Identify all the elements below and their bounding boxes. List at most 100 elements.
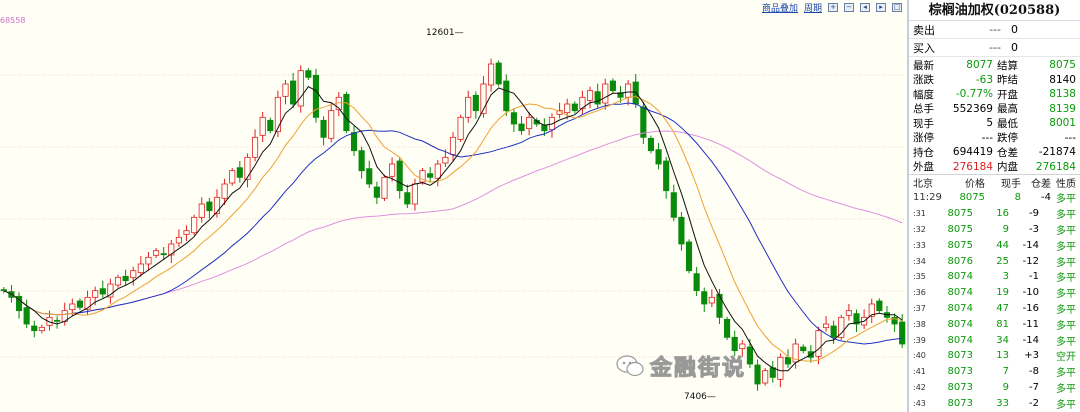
tick-row[interactable]: :42 8073 9 -7 多平 bbox=[909, 380, 1080, 396]
candle bbox=[526, 112, 533, 136]
candle bbox=[137, 256, 144, 277]
tick-volume: 3 bbox=[1002, 271, 1009, 283]
candle bbox=[38, 324, 45, 334]
candle bbox=[76, 298, 84, 310]
candle bbox=[259, 112, 266, 142]
candle bbox=[784, 349, 792, 368]
tick-type: 多平 bbox=[1056, 383, 1076, 395]
watermark-text: 金融街说 bbox=[649, 356, 746, 382]
tick-time: :36 bbox=[913, 288, 926, 298]
tick-oi: -11 bbox=[1022, 318, 1039, 330]
kline-chart[interactable]: 68558 商品叠加 周期 + − ◂ ▸ □ 12601— 7406— 金融街… bbox=[0, 0, 906, 412]
tick-time: :37 bbox=[913, 303, 926, 313]
tick-row[interactable]: :40 8073 13 +3 空开 bbox=[909, 348, 1080, 364]
candle bbox=[107, 278, 114, 304]
candle bbox=[84, 290, 91, 315]
candle bbox=[320, 116, 327, 146]
stat-value: --- bbox=[981, 131, 993, 144]
stat-value: --- bbox=[1064, 131, 1076, 144]
period-link[interactable]: 周期 bbox=[803, 3, 822, 14]
candle bbox=[198, 197, 205, 223]
stat-label: 最低 bbox=[997, 117, 1018, 130]
ticks-header: 北京 价格 现手 仓差 性质 bbox=[909, 175, 1080, 190]
tick-type: 多平 bbox=[1056, 399, 1076, 411]
candle bbox=[716, 289, 723, 324]
tick-volume: 9 bbox=[1002, 381, 1009, 393]
candle bbox=[457, 114, 464, 142]
candle bbox=[419, 168, 426, 185]
stat-label: 开盘 bbox=[997, 88, 1018, 101]
candle bbox=[282, 80, 289, 105]
tick-row[interactable]: :37 8074 47 -16 多平 bbox=[909, 301, 1080, 317]
tick-row[interactable]: :36 8074 19 -10 多平 bbox=[909, 285, 1080, 301]
candle bbox=[762, 368, 769, 386]
tick-time: :33 bbox=[913, 240, 926, 250]
tick-time: :31 bbox=[913, 209, 926, 219]
tick-oi: -9 bbox=[1029, 208, 1039, 220]
scroll-right-icon[interactable]: ▸ bbox=[876, 2, 886, 12]
tick-row[interactable]: :43 8073 33 -2 多平 bbox=[909, 395, 1080, 411]
tick-row[interactable]: 11:29 8075 8 -4 多平 bbox=[909, 190, 1080, 206]
add-product-link[interactable]: 商品叠加 bbox=[761, 3, 798, 14]
stat-label: 涨跌 bbox=[913, 74, 934, 87]
ticks-list[interactable]: 11:29 8075 8 -4 多平:31 8075 16 -9 多平:32 8075 9 -3 多平:… bbox=[909, 190, 1080, 412]
tick-price: 8076 bbox=[947, 255, 973, 267]
stat-value: 276184 bbox=[1035, 160, 1076, 173]
candle bbox=[389, 157, 396, 182]
window-icon[interactable]: □ bbox=[892, 2, 902, 12]
candle bbox=[114, 274, 122, 288]
candle bbox=[206, 198, 213, 219]
candle bbox=[328, 102, 335, 143]
tick-row[interactable]: :33 8075 44 -14 多平 bbox=[909, 237, 1080, 253]
tick-type: 空开 bbox=[1056, 352, 1076, 364]
candle bbox=[731, 330, 738, 356]
tick-row[interactable]: :32 8075 9 -3 多平 bbox=[909, 222, 1080, 238]
candle bbox=[868, 298, 875, 323]
tick-row[interactable]: :35 8074 3 -1 多平 bbox=[909, 269, 1080, 285]
stats-grid: 最新 8077 结算 8075 涨跌 -63 昨结 8140 幅度 -0.77% 开盘 8138 总手 5… bbox=[909, 57, 1080, 175]
candle bbox=[0, 287, 7, 294]
candle bbox=[373, 181, 380, 204]
tick-row[interactable]: :38 8074 81 -11 多平 bbox=[909, 316, 1080, 332]
tick-volume: 19 bbox=[996, 287, 1009, 299]
tick-type: 多平 bbox=[1056, 225, 1076, 237]
candle bbox=[251, 129, 259, 162]
candle bbox=[594, 83, 601, 108]
candle bbox=[236, 161, 243, 183]
quote-panel: 棕榈油加权(020588) 卖出 --- 0 买入 --- 0 最新 8077 结算… bbox=[907, 0, 1080, 412]
tick-volume: 47 bbox=[996, 302, 1009, 314]
stat-value: 8138 bbox=[1049, 88, 1076, 101]
tick-time: 11:29 bbox=[913, 192, 942, 204]
tick-price: 8075 bbox=[947, 223, 973, 235]
candle bbox=[396, 157, 403, 199]
candle bbox=[15, 292, 23, 319]
candle bbox=[221, 178, 228, 205]
tick-oi: -14 bbox=[1022, 239, 1039, 251]
kline-svg[interactable] bbox=[0, 0, 906, 412]
zoom-in-icon[interactable]: + bbox=[828, 2, 838, 12]
scroll-left-icon[interactable]: ◂ bbox=[860, 2, 870, 12]
candle bbox=[708, 289, 715, 307]
zoom-out-icon[interactable]: − bbox=[844, 2, 854, 12]
ask-row: 卖出 --- 0 bbox=[909, 21, 1080, 39]
tick-type: 多平 bbox=[1056, 194, 1076, 206]
tick-volume: 34 bbox=[996, 334, 1009, 346]
tick-row[interactable]: :31 8075 16 -9 多平 bbox=[909, 206, 1080, 222]
candle bbox=[815, 326, 822, 365]
tick-oi: -14 bbox=[1022, 334, 1039, 346]
high-price-label: 12601— bbox=[426, 28, 464, 38]
tick-oi: -10 bbox=[1022, 287, 1039, 299]
candle bbox=[168, 240, 175, 263]
tick-row[interactable]: :39 8074 34 -14 多平 bbox=[909, 332, 1080, 348]
tick-type: 多平 bbox=[1056, 368, 1076, 380]
tick-row[interactable]: :41 8073 7 -8 多平 bbox=[909, 364, 1080, 380]
tick-row[interactable]: :34 8076 25 -12 多平 bbox=[909, 253, 1080, 269]
stat-label: 最高 bbox=[997, 103, 1018, 116]
stat-value: -63 bbox=[975, 73, 993, 86]
candle bbox=[229, 168, 236, 186]
candle bbox=[632, 74, 639, 108]
ask-volume: 0 bbox=[1011, 23, 1018, 36]
candle bbox=[213, 189, 221, 218]
candle bbox=[685, 239, 693, 274]
